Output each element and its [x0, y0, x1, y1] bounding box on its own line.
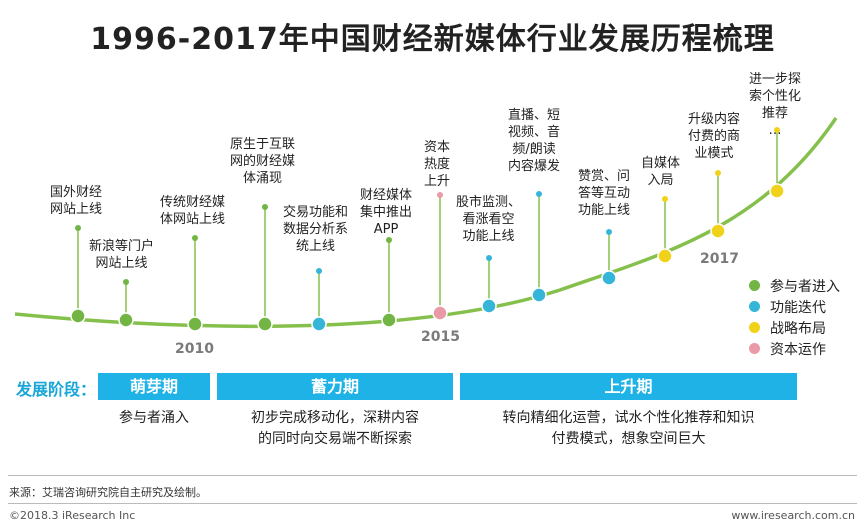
- event-stem-cap: [192, 235, 198, 241]
- website: www.iresearch.com.cn: [731, 509, 855, 522]
- footer-divider: [8, 503, 857, 504]
- legend-item-capital: 资本运作: [749, 338, 840, 359]
- event-stem-cap: [486, 255, 492, 261]
- legend-dot-participant: [749, 280, 760, 291]
- event-dot-function: [481, 298, 497, 314]
- event-dot-function: [531, 287, 547, 303]
- stage-bar-rise: 上升期: [460, 373, 797, 400]
- event-label: 赞赏、问 答等互动 功能上线: [578, 169, 631, 218]
- event-dot-participant: [257, 316, 273, 332]
- legend-label: 功能迭代: [770, 299, 826, 316]
- event-dot-capital: [432, 305, 448, 321]
- event-stem-cap: [75, 225, 81, 231]
- legend-dot-strategy: [749, 322, 760, 333]
- event-label: 原生于互联 网的财经媒 体涌现: [230, 137, 296, 186]
- stage-desc-sprout: 参与者涌入: [119, 410, 189, 426]
- stage-desc-accumulate: 初步完成移动化，深耕内容 的同时向交易端不断探索: [251, 410, 419, 447]
- event-dot-participant: [70, 308, 86, 324]
- legend-label: 战略布局: [770, 320, 826, 337]
- legend-item-function: 功能迭代: [749, 296, 840, 317]
- event-dot-strategy: [710, 223, 726, 239]
- event-dot-participant: [381, 312, 397, 328]
- event-label: 资本 热度 上升: [424, 140, 451, 189]
- legend-item-participant: 参与者进入: [749, 275, 840, 296]
- event-stem-cap: [536, 191, 542, 197]
- event-dot-participant: [118, 312, 134, 328]
- year-label-2015: 2015: [421, 329, 460, 345]
- legend-item-strategy: 战略布局: [749, 317, 840, 338]
- event-stem-cap: [123, 279, 129, 285]
- copyright: ©2018.3 iResearch Inc: [9, 509, 136, 522]
- stage-bar-accumulate: 蓄力期: [217, 373, 453, 400]
- divider: [8, 475, 857, 476]
- event-dots: [70, 183, 785, 332]
- event-label: 自媒体 入局: [641, 156, 681, 188]
- event-label: 股市监测、 看涨看空 功能上线: [456, 195, 522, 244]
- legend-dot-capital: [749, 343, 760, 354]
- event-label: 新浪等门户 网站上线: [89, 239, 155, 271]
- event-dot-function: [311, 316, 327, 332]
- source-note: 来源：艾瑞咨询研究院自主研究及绘制。: [9, 486, 207, 499]
- event-stem-cap: [437, 192, 443, 198]
- event-stem-cap: [262, 204, 268, 210]
- event-dot-participant: [187, 316, 203, 332]
- year-label-2010: 2010: [175, 341, 214, 357]
- event-dot-strategy: [657, 248, 673, 264]
- year-label-2017: 2017: [700, 251, 739, 267]
- event-stem-cap: [715, 170, 721, 176]
- legend-dot-function: [749, 301, 760, 312]
- legend-label: 参与者进入: [770, 278, 840, 295]
- event-label: 传统财经媒 体网站上线: [160, 195, 226, 227]
- event-stem-cap: [774, 127, 780, 133]
- event-dot-function: [601, 270, 617, 286]
- legend-label: 资本运作: [770, 341, 826, 358]
- event-label: 升级内容 付费的商 业模式: [688, 112, 741, 161]
- event-label: 进一步探 索个性化 推荐 …: [749, 72, 802, 138]
- page-title: 1996-2017年中国财经新媒体行业发展历程梳理: [90, 22, 775, 57]
- event-stem-cap: [606, 229, 612, 235]
- event-stem-cap: [316, 268, 322, 274]
- event-stem-cap: [662, 196, 668, 202]
- event-stem-cap: [386, 237, 392, 243]
- stage-bar-sprout: 萌芽期: [98, 373, 210, 400]
- event-label: 直播、短 视频、音 频/朗读 内容爆发: [508, 108, 561, 174]
- event-label: 国外财经 网站上线: [50, 185, 103, 217]
- event-dot-strategy: [769, 183, 785, 199]
- stage-heading: 发展阶段：: [16, 380, 97, 399]
- event-label: 财经媒体 集中推出 APP: [360, 188, 413, 237]
- stage-desc-rise: 转向精细化运营，试水个性化推荐和知识 付费模式，想象空间巨大: [502, 410, 755, 447]
- event-label: 交易功能和 数据分析系 统上线: [283, 205, 349, 254]
- legend: 参与者进入 功能迭代 战略布局 资本运作: [749, 275, 840, 359]
